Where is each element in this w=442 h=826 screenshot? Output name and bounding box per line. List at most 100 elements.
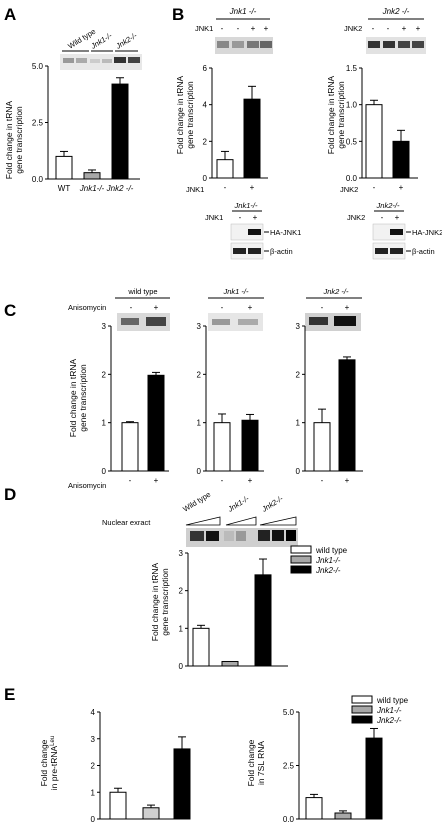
y-tick-label: 2 (197, 370, 202, 379)
bar (221, 660, 239, 667)
d-gradient-wedge-3 (259, 516, 297, 526)
panel-label-b: B (172, 5, 184, 24)
y-tick-label: 1 (102, 419, 107, 428)
panel-label-d: D (4, 485, 16, 504)
b2-western-band-2: β-actin (412, 247, 435, 256)
b2-western-band-1: HA-JNK2 (412, 228, 442, 237)
d-gel-label-wild-type: Wild type (181, 490, 212, 514)
bar (338, 359, 356, 472)
e2-y-axis-label-1: Fold change (246, 739, 256, 786)
x-tick-label: + (248, 476, 253, 485)
b1-western-band-1: HA-JNK1 (270, 228, 301, 237)
x-tick-label: Jnk2 -/- (106, 184, 134, 193)
y-tick-label: 3 (91, 735, 96, 744)
legend-swatch (290, 545, 312, 554)
bar (243, 98, 261, 179)
b1-western-label: JNK1 (205, 213, 223, 222)
bar (111, 83, 129, 180)
y-tick-label: 2 (296, 370, 301, 379)
y-tick-label: 2 (91, 762, 96, 771)
panel-label-e: E (4, 685, 15, 704)
x-tick-label: - (373, 183, 376, 192)
y-tick-label: 1.5 (346, 64, 358, 73)
chart-a: 0.0 2.5 5.0 WT Jnk1-/- Jnk2 -/- (32, 62, 140, 193)
c2-gel-lane-1: - (221, 303, 224, 312)
c-treatment-label-top: Anisomycin (68, 303, 106, 312)
b1-x-row-label: JNK1 (186, 185, 204, 194)
chart-e-7sl: 0.0 2.5 5.0 (283, 708, 383, 824)
bar (109, 791, 127, 820)
b2-x-row-label: JNK2 (340, 185, 358, 194)
y-tick-label: 1.0 (346, 101, 358, 110)
b1-western-lane-1: - (239, 213, 242, 222)
chart-b-jnk2: 0.0 0.5 1.0 1.5 - + (346, 64, 418, 192)
b2-row-label: JNK2 (344, 24, 362, 33)
e1-y-axis-label-1: Fold change (39, 739, 49, 786)
bar (254, 574, 272, 667)
c1-title: wild type (127, 287, 157, 296)
d-y-axis-label-1: Fold change in tRNA (150, 562, 160, 641)
b2-gel-lane-4: + (416, 24, 421, 33)
b1-western-header: Jnk1-/- (234, 201, 258, 210)
b2-gel-lane-2: - (387, 24, 390, 33)
y-tick-label: 0 (179, 662, 184, 671)
y-tick-label: 2.5 (283, 762, 295, 771)
e1-y-axis-label-2: in pre-tRNALeu (49, 736, 59, 790)
y-tick-label: 4 (203, 101, 208, 110)
b1-western-blot-top (230, 223, 264, 241)
x-tick-label: - (321, 476, 324, 485)
b2-gel-lane-1: - (372, 24, 375, 33)
y-tick-label: 1 (179, 624, 184, 633)
bar (192, 627, 210, 667)
x-tick-label: + (399, 183, 404, 192)
b2-western-label: JNK2 (347, 213, 365, 222)
bar (305, 797, 323, 820)
b2-western-blot-top (372, 223, 406, 241)
x-tick-label: - (129, 476, 132, 485)
chart-b-jnk1: 0 2 4 6 - + (203, 64, 268, 192)
b2-gel-lane-3: + (402, 24, 407, 33)
d-gradient-wedge-2 (225, 516, 257, 526)
y-tick-label: 2.5 (32, 119, 44, 128)
y-tick-label: 0.0 (32, 175, 44, 184)
bar (216, 159, 234, 179)
panel-label-a: A (4, 5, 16, 24)
c-treatment-label-bottom: Anisomycin (68, 481, 106, 490)
c2-gel-lane-2: + (248, 303, 253, 312)
bar (83, 172, 101, 180)
y-axis-label-a-1: Fold change in tRNA (4, 100, 14, 179)
y-tick-label: 3 (179, 549, 184, 558)
b1-gel-lane-4: + (264, 24, 269, 33)
d-gradient-wedge-1 (185, 516, 221, 526)
y-tick-label: 2 (102, 370, 107, 379)
legend-label: Jnk2-/- (315, 566, 341, 575)
y-tick-label: 2 (203, 137, 208, 146)
x-tick-label: WT (58, 184, 71, 193)
chart-c-jnk1: 0 1 2 3 - + (197, 322, 264, 485)
legend-swatch (290, 565, 312, 574)
b2-y-axis-label-1: Fold change in tRNA (326, 75, 336, 154)
b1-western-lane-2: + (253, 213, 258, 222)
d-gel-title: Nuclear exract (102, 518, 151, 527)
y-tick-label: 0.5 (346, 137, 358, 146)
panel-e: Fold change in pre-tRNALeu 0 1 2 3 4 Fold ch… (39, 695, 409, 824)
b2-northern-blot (366, 37, 426, 54)
e2-y-axis-label-2: in 7SL RNA (256, 741, 266, 785)
b1-western-blot-bottom (230, 242, 264, 260)
bar (121, 422, 139, 472)
b1-row-label: JNK1 (195, 24, 213, 33)
gel-label-jnk2: Jnk2-/- (113, 31, 138, 52)
panel-c: wild type Jnk1 -/- Jnk2 -/- Anisomycin -… (68, 287, 363, 490)
y-tick-label: 4 (91, 708, 96, 717)
bar (365, 737, 383, 820)
b1-y-axis-label-1: Fold change in tRNA (175, 75, 185, 154)
b1-gel-lane-3: + (251, 24, 256, 33)
chart-d: 0 1 2 3 (179, 549, 288, 671)
legend-label: wild type (315, 546, 348, 555)
c3-title: Jnk2 -/- (322, 287, 349, 296)
bar (173, 748, 191, 820)
x-tick-label: + (154, 476, 159, 485)
